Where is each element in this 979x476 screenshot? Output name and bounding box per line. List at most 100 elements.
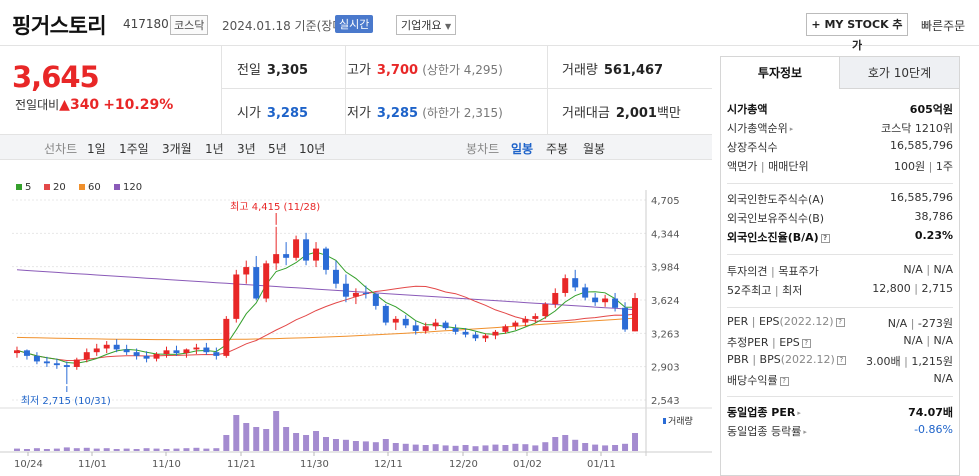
tab-orderbook[interactable]: 호가 10단계 [840,57,959,89]
chevron-down-icon: ▼ [444,22,452,31]
period-3m[interactable]: 3개월 [162,142,192,156]
investment-info-panel: 투자정보 호가 10단계 시가총액 605억원 시가총액순위 ▸ 코스닥 1210위 … [720,56,960,476]
period-10y[interactable]: 10년 [299,142,326,156]
candle-body [163,350,170,355]
candle-body [582,287,589,298]
x-tick-label: 01/02 [513,459,542,470]
low-annotation: 최저 2,715 (10/31) [21,395,111,407]
company-info-dropdown[interactable]: 기업개요 ▼ [396,15,457,35]
x-tick-label: 11/01 [78,459,107,470]
candle-body [612,298,619,308]
help-icon[interactable]: ? [779,376,789,386]
candle-body [372,293,379,306]
y-tick-label: 3,263 [651,329,680,340]
candle-daily[interactable]: 일봉 [511,142,534,156]
moving-average-line [16,285,636,362]
moving-average-line [16,269,636,311]
volume-bar [33,448,40,451]
stock-header: 핑거스토리 417180 코스닥 2024.01.18 기준(장마감) 실시간 … [0,0,979,52]
candle-body [532,316,539,319]
chevron-right-icon: ▸ [803,428,807,436]
candle-body [482,335,489,339]
moving-average-line [16,317,636,341]
volume-bar [542,442,549,451]
volume-bar [243,423,250,451]
week52-row: 52주최고 | 최저 12,800 | 2,715 [727,282,953,297]
candle-body [153,354,160,359]
quick-order-link[interactable]: 빠른주문 [921,19,966,33]
volume-bar [552,437,559,451]
volume-bar [632,433,639,451]
help-icon[interactable]: ? [801,338,811,348]
help-icon[interactable]: ? [835,317,845,327]
up-triangle-icon: ▲ [59,97,70,113]
help-icon[interactable]: ? [836,355,846,365]
volume-bar [432,444,439,451]
volume-bar [213,448,220,451]
volume-bar [113,449,120,451]
chart-period-bar: 선차트 1일 1주일 3개월 1년 3년 5년 10년 봉차트 일봉 주봉 월봉 [0,134,712,160]
volume-bar [123,448,130,451]
candle-body [622,307,629,330]
candle-body [293,239,300,258]
volume-bar [83,447,90,451]
candle-body [462,331,469,335]
legend-label: 120 [123,182,142,193]
foreign-ratio-row: 외국인소진율(B/A)? 0.23% [727,229,953,244]
add-mystock-button[interactable]: + MY STOCK 추가 [806,13,908,52]
y-tick-label: 3,624 [651,296,680,307]
x-tick-label: 11/30 [300,459,329,470]
plus-icon: + [811,18,821,31]
volume-bar [342,439,349,451]
candle-body [263,263,270,299]
tab-investment-info[interactable]: 투자정보 [721,57,840,89]
opinion-row: 투자의견 | 목표주가 N/A | N/A [727,263,953,278]
candle-body [243,267,250,275]
candle-monthly[interactable]: 월봉 [583,142,606,156]
x-tick-label: 12/11 [374,459,403,470]
candle-body [233,274,240,319]
candle-weekly[interactable]: 주봉 [546,142,569,156]
candle-body [93,348,100,353]
divider [547,46,548,134]
period-1y[interactable]: 1년 [205,142,224,156]
stock-name: 핑거스토리 [12,14,107,38]
candle-body [53,363,60,366]
prev-close: 전일 3,305 [237,63,309,78]
volume-bar [612,445,619,451]
candle-body [113,344,120,350]
volume-bar [392,443,399,451]
sector-per-row: 동일업종 PER ▸ 74.07배 [727,406,953,419]
period-1d[interactable]: 1일 [87,142,106,156]
stock-code: 417180 [123,17,169,31]
divider [727,183,953,184]
volume-bar [323,437,329,451]
volume-bar [273,411,280,451]
candle-body [592,297,599,303]
volume-bar [73,448,80,451]
candle-body [412,325,419,331]
volume-bar [143,448,150,451]
period-3y[interactable]: 3년 [237,142,256,156]
volume-bar [183,448,190,451]
candle-body [342,283,349,297]
price-chart[interactable]: 5 20 60 120 4,705 4,344 3,984 3,624 3,263 2,903 2,… [0,160,712,476]
candle-body [43,361,50,364]
volume-bar [153,448,160,451]
candle-body [442,322,449,329]
realtime-button[interactable]: 실시간 [335,15,374,33]
candle-body [203,347,210,353]
per-row: PER | EPS(2022.12)? N/A | -273원 [727,315,953,330]
candle-body [223,318,230,356]
period-1w[interactable]: 1주일 [119,142,149,156]
candle-body [562,278,569,293]
candle-body [183,349,190,354]
legend-swatch [114,184,120,190]
candle-body [33,355,40,362]
candle-body [313,248,320,261]
sector-change-row: 동일업종 등락률 ▸ -0.86% [727,423,953,438]
volume-bar [193,447,200,451]
help-icon[interactable]: ? [820,233,830,243]
period-5y[interactable]: 5년 [268,142,287,156]
x-tick-label: 10/24 [14,459,43,470]
